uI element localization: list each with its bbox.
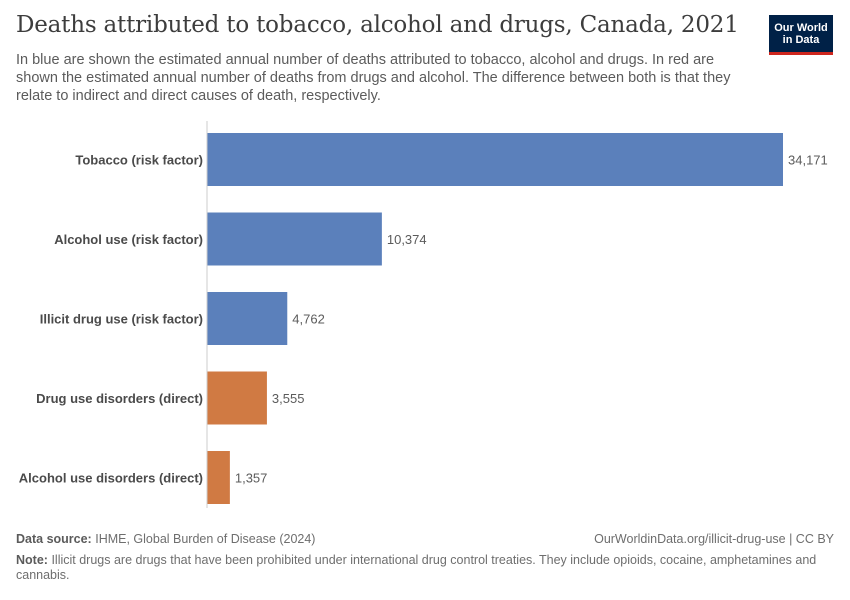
- logo-line-1: Our World: [774, 21, 828, 34]
- category-label: Alcohol use (risk factor): [54, 232, 203, 247]
- chart-subtitle: In blue are shown the estimated annual n…: [16, 52, 731, 104]
- logo-line-2: in Data: [782, 33, 820, 46]
- bar-3[interactable]: [207, 371, 267, 425]
- bar-1[interactable]: [207, 212, 382, 266]
- value-label: 10,374: [387, 232, 427, 247]
- bar-2[interactable]: [207, 292, 288, 345]
- category-label: Alcohol use disorders (direct): [19, 471, 203, 486]
- note-label: Note:: [16, 553, 48, 567]
- category-label: Illicit drug use (risk factor): [40, 312, 203, 327]
- bar-4[interactable]: [207, 451, 230, 504]
- owid-logo[interactable]: Our World in Data: [769, 15, 833, 55]
- note-text: Illicit drugs are drugs that have been p…: [16, 553, 817, 582]
- footnote: Note: Illicit drugs are drugs that have …: [16, 553, 826, 583]
- chart-title: Deaths attributed to tobacco, alcohol an…: [16, 12, 739, 38]
- category-label: Tobacco (risk factor): [75, 153, 203, 168]
- data-source-text[interactable]: IHME, Global Burden of Disease (2024): [95, 532, 316, 546]
- value-label: 4,762: [292, 312, 325, 327]
- bar-0[interactable]: [207, 133, 783, 186]
- value-label: 1,357: [235, 471, 268, 486]
- category-label: Drug use disorders (direct): [36, 391, 203, 406]
- value-label: 34,171: [788, 153, 828, 168]
- value-label: 3,555: [272, 391, 305, 406]
- data-source: Data source: IHME, Global Burden of Dise…: [16, 532, 315, 546]
- data-source-label: Data source:: [16, 532, 92, 546]
- source-url[interactable]: OurWorldinData.org/illicit-drug-use | CC…: [594, 532, 834, 546]
